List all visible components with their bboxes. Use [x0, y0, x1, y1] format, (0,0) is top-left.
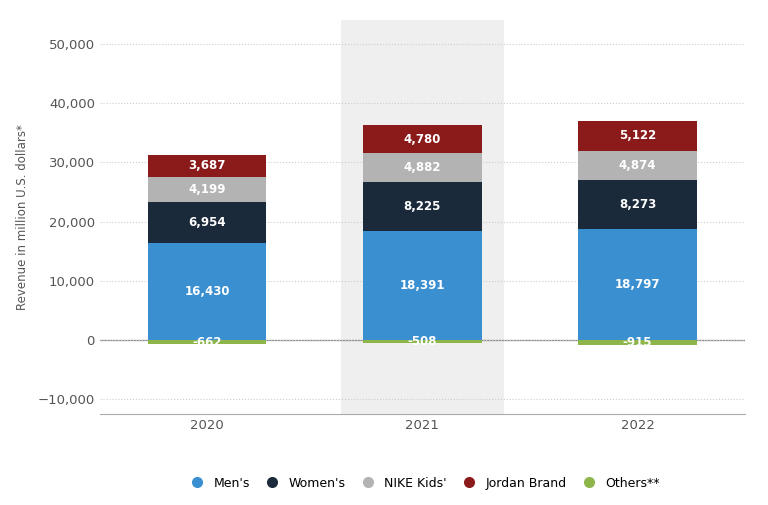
- Text: -915: -915: [623, 336, 652, 349]
- Text: 6,954: 6,954: [189, 216, 226, 229]
- Bar: [578, 151, 697, 180]
- Text: 4,874: 4,874: [619, 159, 656, 172]
- Bar: [578, 121, 697, 151]
- Bar: [363, 340, 482, 343]
- Text: 8,225: 8,225: [404, 200, 441, 213]
- Text: -662: -662: [193, 335, 222, 348]
- Text: 4,882: 4,882: [404, 162, 441, 174]
- Text: 4,199: 4,199: [189, 183, 226, 195]
- Bar: [363, 182, 482, 231]
- Text: 8,273: 8,273: [619, 198, 656, 211]
- Text: 18,391: 18,391: [399, 279, 445, 292]
- Bar: [363, 125, 482, 154]
- Text: 5,122: 5,122: [619, 129, 656, 142]
- Bar: [578, 340, 697, 345]
- Bar: [363, 231, 482, 340]
- Bar: [578, 229, 697, 340]
- Bar: [148, 155, 266, 177]
- Text: 4,780: 4,780: [404, 133, 441, 146]
- Bar: [148, 340, 266, 344]
- Y-axis label: Revenue in million U.S. dollars*: Revenue in million U.S. dollars*: [16, 124, 29, 310]
- Text: 16,430: 16,430: [184, 285, 230, 298]
- Bar: [363, 154, 482, 182]
- Legend: Men's, Women's, NIKE Kids', Jordan Brand, Others**: Men's, Women's, NIKE Kids', Jordan Brand…: [180, 472, 665, 494]
- Bar: [341, 20, 504, 414]
- Bar: [148, 243, 266, 340]
- Bar: [148, 201, 266, 243]
- Bar: [148, 177, 266, 201]
- Text: 3,687: 3,687: [189, 159, 226, 172]
- Bar: [578, 180, 697, 229]
- Text: 18,797: 18,797: [614, 278, 660, 291]
- Text: -508: -508: [408, 335, 437, 348]
